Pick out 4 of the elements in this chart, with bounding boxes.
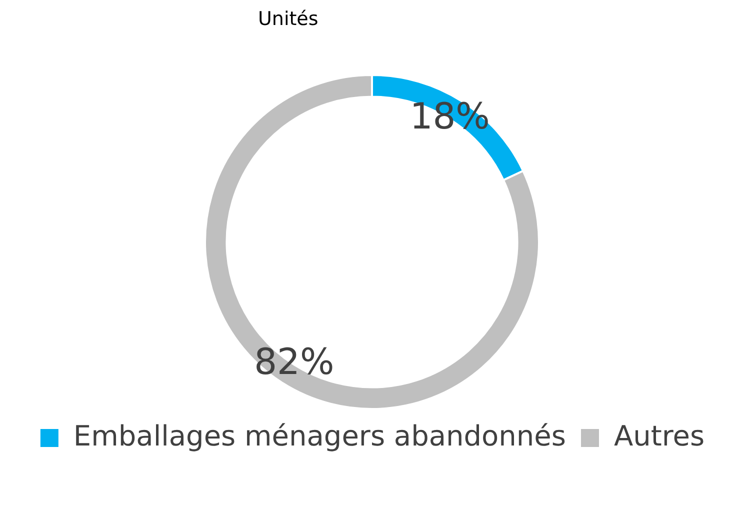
legend-label: Emballages ménagers abandonnés (73, 419, 566, 452)
chart-title: Unités (258, 8, 318, 30)
legend-label: Autres (614, 419, 705, 452)
data-label: 82% (254, 342, 334, 384)
